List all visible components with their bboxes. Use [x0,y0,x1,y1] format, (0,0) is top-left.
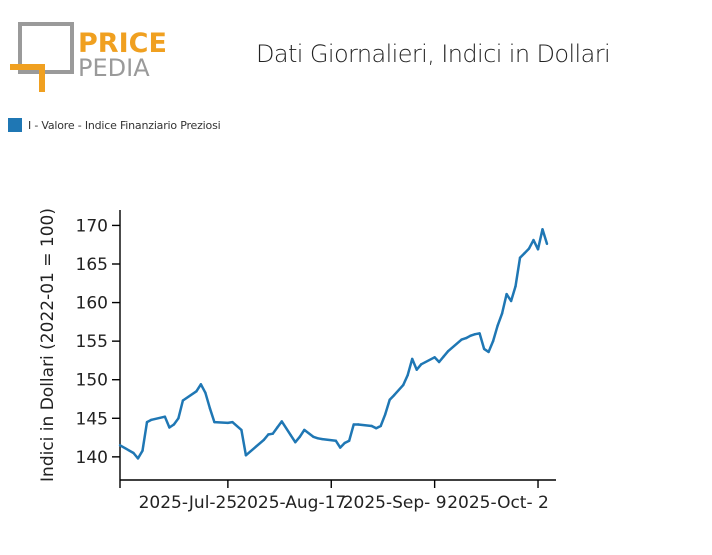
logo-text-price: PRICE [78,28,167,59]
data-point [172,423,176,426]
chart-title: Dati Giornalieri, Indici in Dollari [256,40,611,68]
data-point [343,441,346,445]
data-point [406,373,409,377]
data-point [514,285,517,288]
data-point [289,434,292,437]
data-point [464,336,468,340]
data-point [145,420,149,424]
data-point [348,439,351,442]
data-point [321,437,324,441]
data-point [276,426,279,429]
logo-orange-frame [10,64,45,92]
data-point [213,420,216,424]
y-ticks: 140 145 150 155 160 165 170 [76,216,120,468]
data-point [446,350,450,353]
data-point [150,418,153,421]
data-point [177,417,180,420]
data-point [168,426,171,429]
data-point [384,413,387,416]
x-tick-label: 2025-Sep- 9 [343,493,447,513]
data-point [267,433,270,436]
data-point [208,407,212,410]
logo-gray-frame [18,22,74,74]
data-point [496,324,499,327]
data-point [303,428,306,432]
data-point [316,437,319,440]
data-point [469,334,472,337]
data-point [527,247,531,250]
data-point [240,428,243,432]
x-tick-label: 2025-Jul-25 [139,493,238,513]
x-tick-label: 2025-Oct- 2 [447,493,549,513]
x-tick-label: 2025-Aug-17 [236,493,346,513]
data-point [199,383,203,386]
data-point [518,256,522,259]
data-point [473,333,477,336]
data-point [244,454,248,457]
data-point [132,451,135,455]
data-point [487,350,490,354]
legend-swatch [8,118,22,132]
data-point [312,435,315,438]
y-tick-label: 170 [76,216,108,236]
data-point [388,398,391,401]
data-point [370,424,373,428]
y-tick-label: 155 [76,332,108,352]
data-point [181,399,185,402]
data-point [334,439,337,442]
data-point [204,391,207,394]
data-point [478,332,481,335]
y-tick-label: 145 [76,409,108,429]
data-point [136,457,140,460]
data-point [523,252,526,255]
data-point [509,299,513,303]
data-point [442,355,445,358]
data-points [118,228,549,460]
data-point [500,312,504,315]
data-point [231,420,234,424]
data-point [415,368,418,371]
data-point [357,423,360,426]
series-line [119,228,549,460]
data-point [271,432,274,435]
data-point [141,449,144,452]
data-point [433,356,436,359]
legend-label: I - Valore - Indice Finanziario Preziosi [28,118,221,132]
data-point [298,435,301,438]
data-point [491,339,495,343]
data-point [505,292,508,296]
data-point [352,423,355,426]
pricepedia-logo: PRICE PEDIA [10,22,167,92]
data-point [118,444,122,447]
y-tick-label: 140 [76,448,108,468]
data-point [532,238,535,242]
data-point [393,393,396,397]
logo-text-pedia: PEDIA [78,54,150,82]
y-tick-label: 160 [76,294,108,314]
data-point [541,228,544,231]
data-point [226,421,230,425]
data-point [545,242,549,246]
data-point [262,438,265,442]
data-point [379,424,382,428]
data-point [437,360,441,364]
data-point [411,357,414,361]
data-point [163,415,167,418]
data-point [536,248,540,251]
data-point [402,383,405,387]
y-axis-label: Indici in Dollari (2022-01 = 100) [38,208,58,482]
data-point [420,363,423,366]
data-point [294,441,297,444]
data-point [460,338,463,341]
data-point [482,347,486,351]
data-point [375,427,378,430]
y-tick-label: 150 [76,371,108,391]
data-point [339,446,342,449]
data-point [280,420,283,423]
legend: I - Valore - Indice Finanziario Preziosi [8,118,221,132]
y-tick-label: 165 [76,255,108,275]
data-point [195,390,198,393]
